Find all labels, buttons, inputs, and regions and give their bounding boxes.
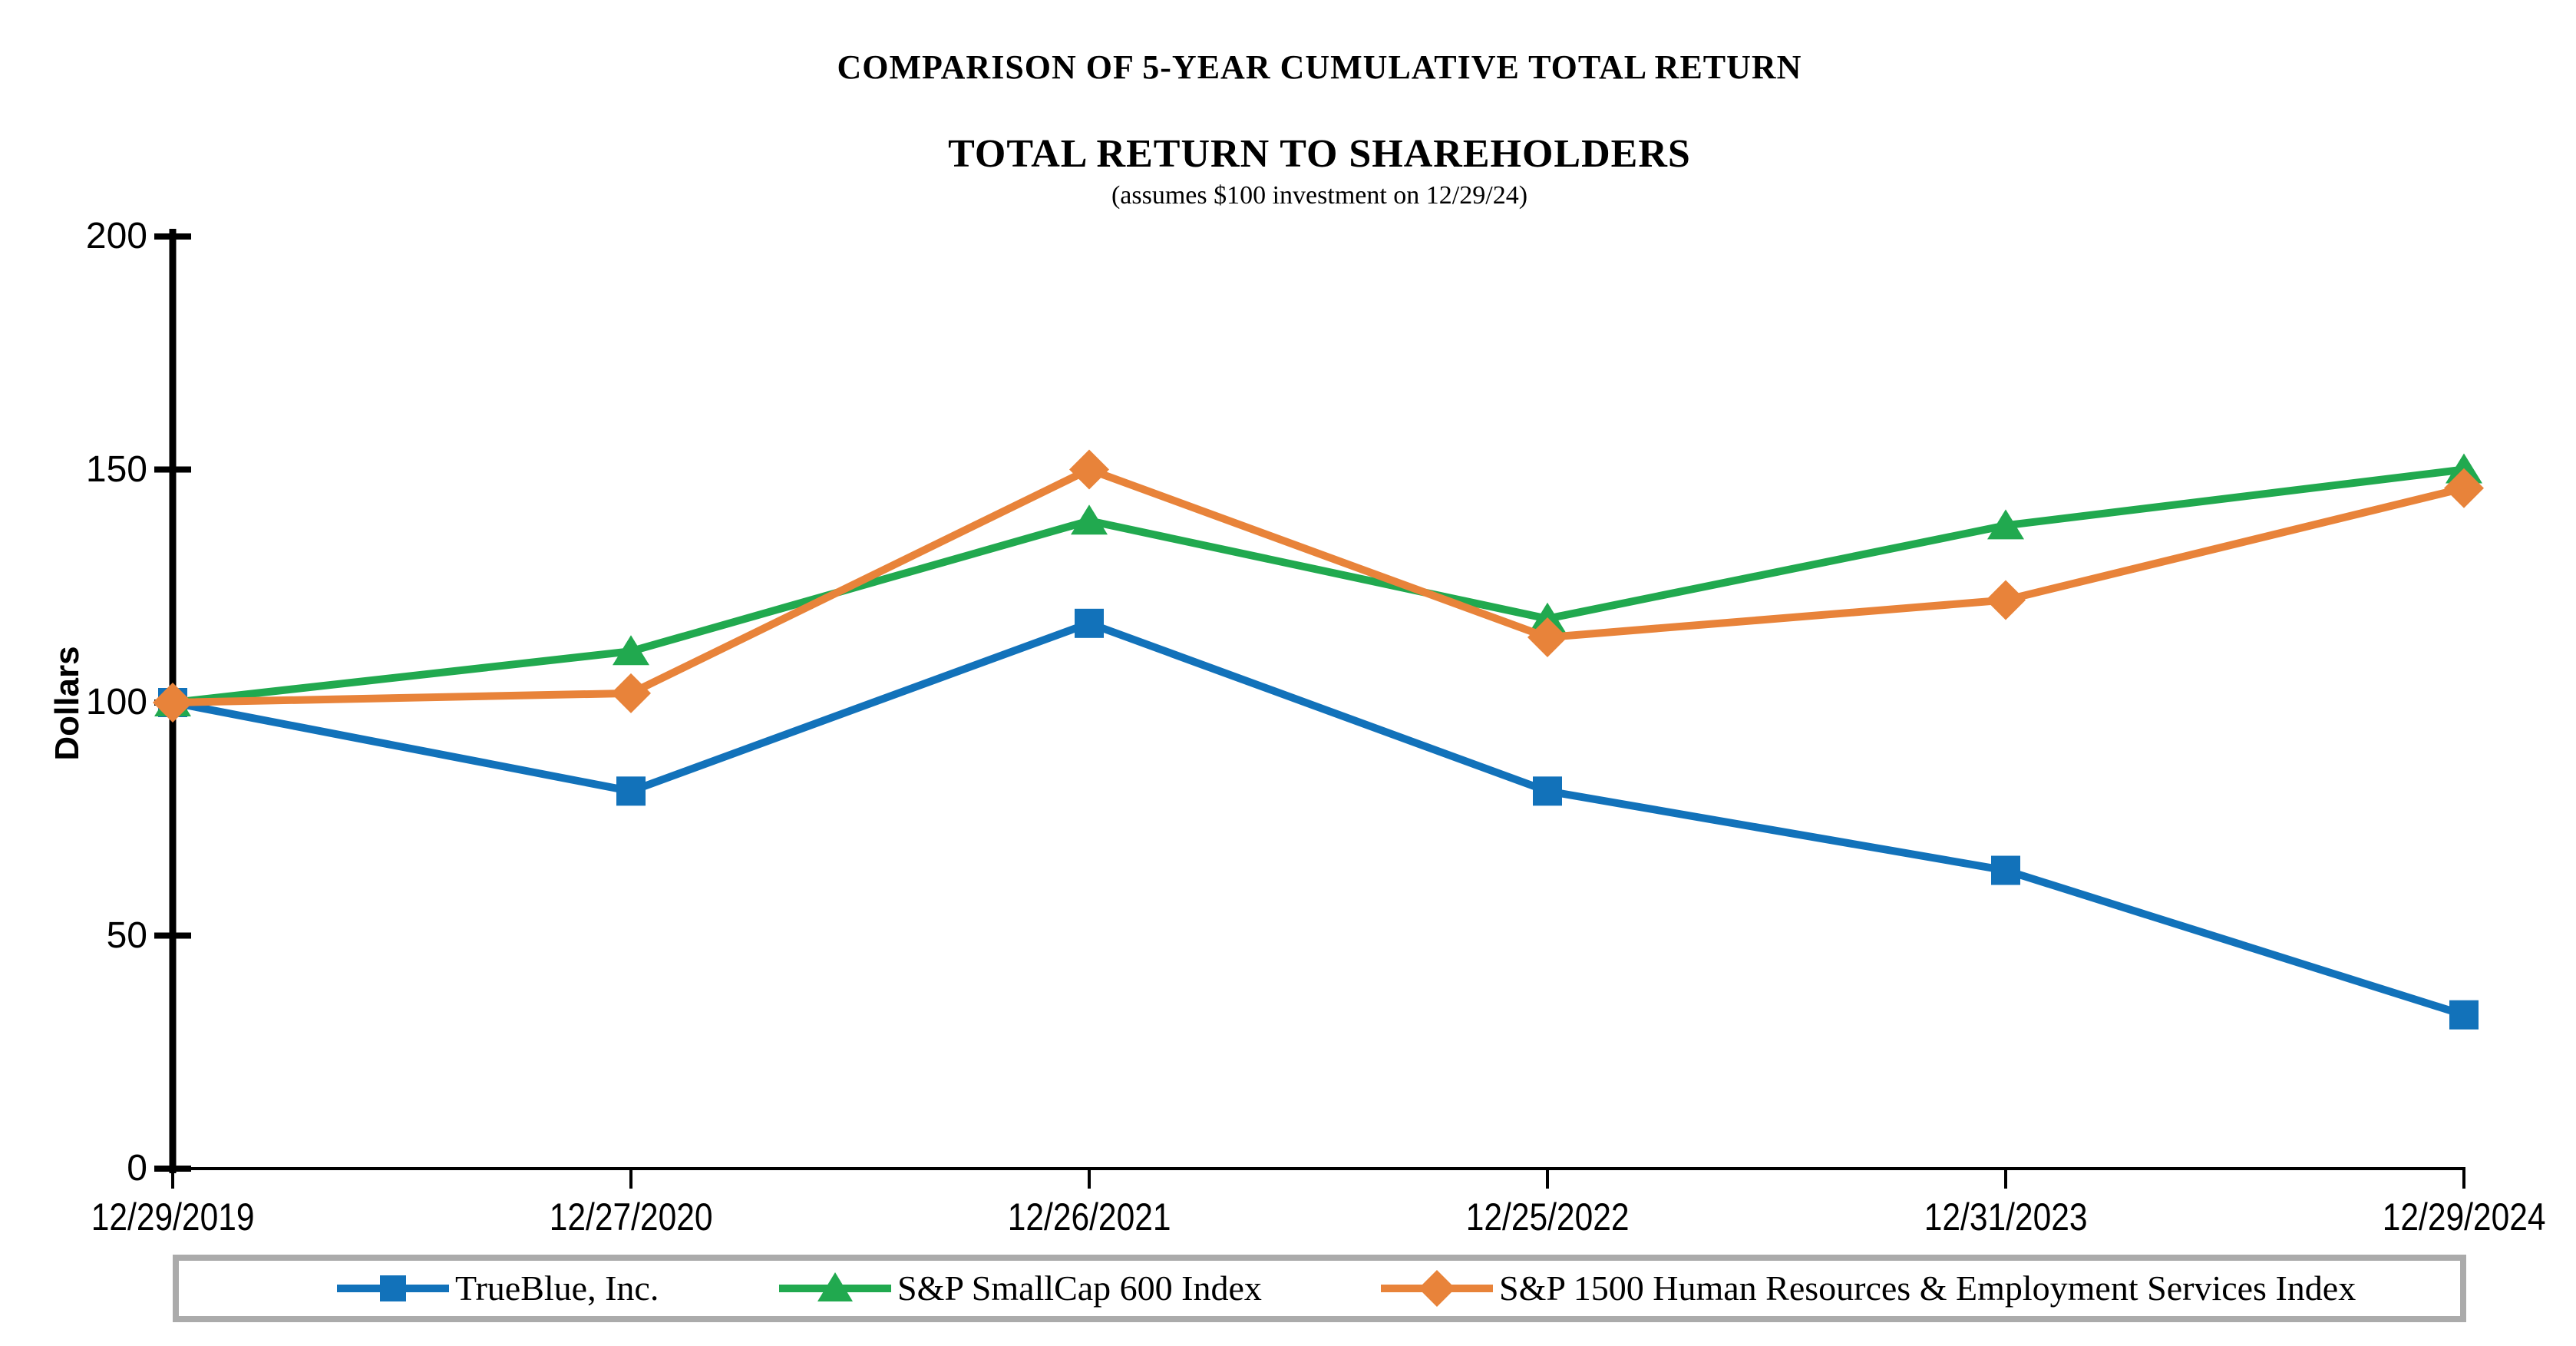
data-point-square [616,776,646,806]
legend-entry-sp-smallcap: S&P SmallCap 600 Index [778,1269,1262,1308]
square-marker-icon [337,1275,449,1301]
chart-title: COMPARISON OF 5-YEAR CUMULATIVE TOTAL RE… [837,48,1802,86]
series-line [172,465,2465,706]
legend-label-trueblue: TrueBlue, Inc. [455,1268,659,1308]
series-triangle [154,453,2482,716]
data-point-square [1533,776,1562,806]
data-point-diamond [1069,449,1109,490]
data-point-triangle [613,635,649,666]
data-point-diamond [2444,468,2484,508]
data-point-square [1991,855,2020,885]
series-diamond [153,449,2484,723]
series-line [172,619,2465,1019]
chart-legend: TrueBlue, Inc. S&P SmallCap 600 Index S&… [173,1255,2466,1322]
diamond-marker-icon [1381,1270,1493,1307]
data-point-diamond [611,673,651,713]
triangle-marker-icon [779,1272,891,1301]
chart-note: (assumes $100 investment on 12/29/24) [1111,181,1528,210]
data-point-diamond [1986,580,2026,620]
legend-entry-sp1500-hr: S&P 1500 Human Resources & Employment Se… [1379,1269,2356,1308]
data-point-triangle [1987,509,2024,540]
legend-entry-trueblue: TrueBlue, Inc. [335,1269,659,1308]
data-point-triangle [1071,504,1108,535]
series-square [158,608,2479,1030]
legend-label-sp1500-hr: S&P 1500 Human Resources & Employment Se… [1499,1268,2356,1308]
data-point-diamond [153,683,193,723]
chart-subtitle: TOTAL RETURN TO SHAREHOLDERS [948,132,1691,176]
chart-header: COMPARISON OF 5-YEAR CUMULATIVE TOTAL RE… [173,0,2466,210]
legend-label-sp-smallcap: S&P SmallCap 600 Index [897,1268,1262,1308]
series-line [172,465,2465,706]
data-point-square [1075,608,1104,638]
data-point-diamond [1527,617,1567,658]
data-point-square [2449,1000,2479,1030]
